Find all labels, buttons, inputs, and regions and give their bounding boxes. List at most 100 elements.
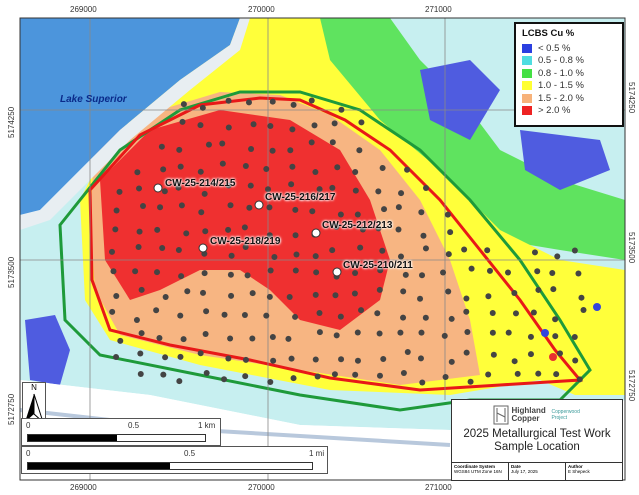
drill-collar bbox=[351, 290, 358, 297]
drill-collar bbox=[160, 166, 167, 173]
drill-collar bbox=[398, 190, 405, 197]
sample-hole-marker[interactable] bbox=[153, 183, 163, 193]
sample-hole-marker[interactable] bbox=[198, 243, 208, 253]
drill-collar bbox=[309, 208, 316, 215]
drill-collar bbox=[395, 226, 402, 233]
scale-label: 0 bbox=[26, 449, 31, 458]
drill-collar bbox=[179, 118, 186, 125]
drill-collar bbox=[292, 267, 299, 274]
drill-collar bbox=[417, 295, 424, 302]
northing-tick: 5173500 bbox=[627, 232, 636, 264]
drill-collar bbox=[571, 247, 578, 254]
drill-collar bbox=[162, 354, 169, 361]
drill-collar bbox=[242, 163, 249, 170]
drill-collar bbox=[117, 337, 124, 344]
drill-collar bbox=[202, 330, 209, 337]
drill-collar bbox=[241, 224, 248, 231]
drill-collar bbox=[154, 269, 161, 276]
drill-collar bbox=[580, 307, 587, 314]
drill-collar bbox=[422, 314, 429, 321]
scalebar-km: 0 0.5 1 km bbox=[21, 418, 221, 446]
scale-label: 0.5 bbox=[184, 449, 196, 458]
drill-collar bbox=[374, 310, 381, 317]
drill-collar bbox=[269, 147, 276, 154]
drill-collar bbox=[354, 211, 361, 218]
legend-swatch bbox=[522, 68, 532, 78]
drill-collar bbox=[333, 223, 340, 230]
drill-collar bbox=[286, 293, 293, 300]
project-name: Copperwood Project bbox=[551, 409, 580, 421]
drill-collar bbox=[331, 120, 338, 127]
blue-zone-ne bbox=[420, 60, 500, 140]
scale-label: 1 km bbox=[198, 421, 216, 430]
title-line-2: Sample Location bbox=[494, 441, 580, 453]
drill-collar bbox=[308, 139, 315, 146]
drill-collar bbox=[448, 315, 455, 322]
date-label: Date bbox=[511, 464, 521, 469]
drill-collar bbox=[463, 349, 470, 356]
drill-collar bbox=[352, 371, 359, 378]
drill-collar bbox=[113, 354, 120, 361]
drill-collar bbox=[419, 272, 426, 279]
drill-collar bbox=[400, 314, 407, 321]
drill-collar bbox=[110, 268, 117, 275]
drill-collar bbox=[270, 357, 277, 364]
sample-hole-marker[interactable] bbox=[332, 267, 342, 277]
title-line-1: 2025 Metallurgical Test Work bbox=[463, 428, 611, 440]
title-block: Highland Copper Copperwood Project 2025 … bbox=[451, 399, 623, 481]
drill-collar bbox=[530, 309, 537, 316]
sample-hole-marker[interactable] bbox=[311, 228, 321, 238]
drill-collar bbox=[334, 164, 341, 171]
drill-collar bbox=[175, 184, 182, 191]
drill-collar bbox=[156, 335, 163, 342]
legend-swatch bbox=[522, 106, 532, 116]
drill-collar bbox=[514, 370, 521, 377]
drill-collar bbox=[376, 286, 383, 293]
drill-collar bbox=[266, 232, 273, 239]
drill-collar bbox=[176, 146, 183, 153]
drill-collar bbox=[228, 292, 235, 299]
drill-collar bbox=[485, 293, 492, 300]
drill-collar bbox=[228, 252, 235, 259]
sample-hole-marker[interactable] bbox=[254, 200, 264, 210]
legend-label: 0.5 - 0.8 % bbox=[538, 55, 584, 67]
legend-swatch bbox=[522, 81, 532, 91]
drill-collar bbox=[202, 228, 209, 235]
easting-tick: 270000 bbox=[248, 5, 275, 14]
drill-collar bbox=[332, 292, 339, 299]
legend-title: LCBS Cu % bbox=[522, 28, 575, 39]
drill-collar bbox=[177, 163, 184, 170]
drill-collar bbox=[402, 271, 409, 278]
drill-collar bbox=[271, 253, 278, 260]
drill-collar bbox=[359, 226, 366, 233]
drill-collar bbox=[269, 333, 276, 340]
drill-collar bbox=[269, 98, 276, 105]
drill-collar bbox=[112, 226, 119, 233]
date-value: July 17, 2025 bbox=[511, 469, 538, 474]
scale-label: 0 bbox=[26, 421, 31, 430]
drill-collar bbox=[308, 97, 315, 104]
drill-collar bbox=[578, 294, 585, 301]
drill-collar bbox=[201, 270, 208, 277]
north-label: N bbox=[31, 383, 37, 392]
drill-collar bbox=[400, 288, 407, 295]
drill-collar bbox=[534, 268, 541, 275]
drill-collar bbox=[468, 265, 475, 272]
drill-collar bbox=[312, 356, 319, 363]
drill-collar bbox=[180, 336, 187, 343]
scale-label: 0.5 bbox=[128, 421, 140, 430]
drill-collar bbox=[358, 307, 365, 314]
drill-collar bbox=[199, 104, 206, 111]
drill-collar bbox=[380, 356, 387, 363]
drill-collar bbox=[553, 371, 560, 378]
author-value: E Shepeck bbox=[568, 469, 590, 474]
drill-collar bbox=[489, 329, 496, 336]
drill-collar bbox=[205, 141, 212, 148]
drill-collar bbox=[157, 204, 164, 211]
drill-collar bbox=[358, 119, 365, 126]
drill-collar bbox=[375, 225, 382, 232]
legend-item: 1.5 - 2.0 % bbox=[522, 92, 622, 105]
blue-zone-e bbox=[520, 130, 610, 190]
drillhole-label: CW-25-214/215 bbox=[165, 178, 236, 189]
drill-collar bbox=[377, 267, 384, 274]
